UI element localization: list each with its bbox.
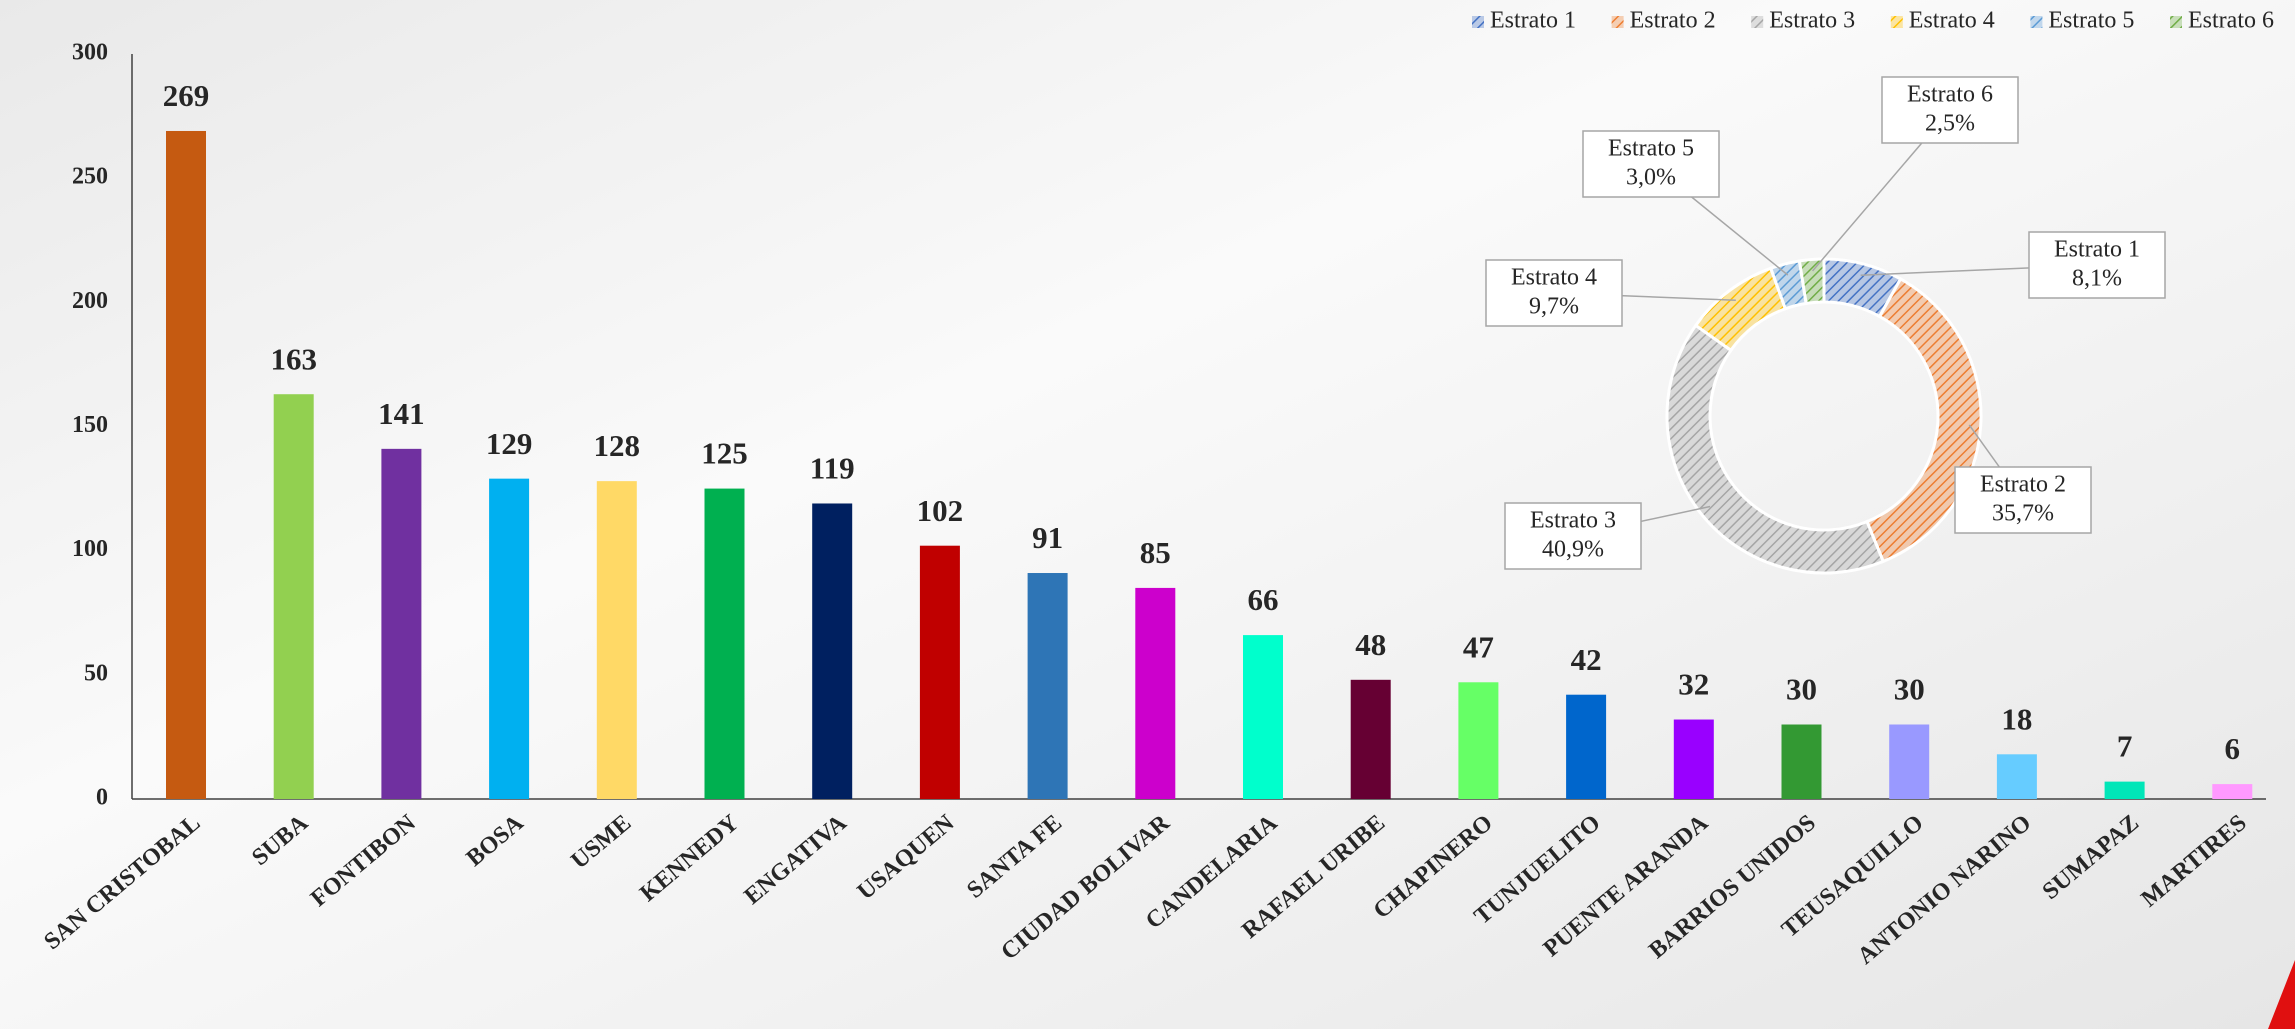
bar <box>1673 719 1714 799</box>
data-label: 119 <box>810 451 855 486</box>
callout-box <box>1881 76 2019 144</box>
callout-name: Estrato 4 <box>1511 265 1597 291</box>
callout-value: 40,9% <box>1542 537 1604 563</box>
bar <box>596 481 637 799</box>
bar <box>1027 573 1068 799</box>
callout-box <box>1485 259 1623 327</box>
legend-label: Estrato 4 <box>1909 8 1995 34</box>
callout-value: 9,7% <box>1529 294 1579 320</box>
callout-box <box>1954 466 2092 534</box>
donut-slice <box>1665 323 1886 575</box>
callout-name: Estrato 2 <box>1980 472 2066 498</box>
data-label: 102 <box>917 493 964 528</box>
bar <box>1135 587 1176 799</box>
y-tick-label: 100 <box>72 536 108 562</box>
legend-label: Estrato 6 <box>2188 8 2274 34</box>
legend-swatch <box>2170 16 2182 28</box>
donut-slice <box>1865 276 1983 564</box>
bar <box>1243 635 1283 799</box>
callout-box <box>1504 502 1642 570</box>
bar <box>812 503 853 799</box>
data-label: 128 <box>594 428 641 463</box>
callout-name: Estrato 3 <box>1530 508 1616 534</box>
data-label: 48 <box>1355 627 1386 662</box>
legend-swatch <box>2030 16 2043 28</box>
y-tick-label: 0 <box>96 785 108 811</box>
data-label: 125 <box>701 436 748 471</box>
data-label: 6 <box>2225 731 2241 766</box>
bar <box>1458 682 1499 799</box>
data-label: 163 <box>270 341 317 376</box>
callout-name: Estrato 1 <box>2054 237 2140 263</box>
legend-swatch <box>1890 16 1903 28</box>
y-tick-label: 50 <box>84 660 108 686</box>
bar <box>1350 679 1391 799</box>
callout-name: Estrato 5 <box>1608 136 1694 162</box>
corner-decoration <box>2268 960 2295 1029</box>
data-label: 42 <box>1571 642 1602 677</box>
callout-name: Estrato 6 <box>1907 82 1993 108</box>
legend-label: Estrato 5 <box>2048 8 2134 34</box>
bar <box>1781 724 1822 799</box>
y-tick-label: 250 <box>72 164 108 190</box>
data-label: 141 <box>378 396 425 431</box>
data-label: 91 <box>1032 520 1063 555</box>
y-tick-label: 150 <box>72 412 108 438</box>
data-label: 18 <box>2001 701 2032 736</box>
bar <box>1996 754 2037 799</box>
legend-swatch <box>1751 16 1764 28</box>
bar <box>1566 694 1607 799</box>
callout-box <box>2028 231 2166 299</box>
data-label: 269 <box>163 78 210 113</box>
legend-swatch <box>1611 16 1624 28</box>
data-label: 129 <box>486 426 533 461</box>
bar <box>1889 724 1930 799</box>
callout-box <box>1582 130 1720 198</box>
data-label: 66 <box>1248 582 1279 617</box>
data-label: 47 <box>1463 629 1494 664</box>
legend-label: Estrato 1 <box>1490 8 1576 34</box>
callout-value: 8,1% <box>2072 266 2122 292</box>
y-tick-label: 300 <box>72 40 108 66</box>
bar <box>166 130 206 799</box>
bar <box>919 545 960 799</box>
callout-value: 35,7% <box>1992 501 2054 527</box>
data-label: 7 <box>2117 729 2133 764</box>
legend-label: Estrato 3 <box>1769 8 1855 34</box>
bar <box>381 448 422 799</box>
bar <box>489 478 530 799</box>
callout-value: 2,5% <box>1925 111 1975 137</box>
data-label: 30 <box>1894 672 1925 707</box>
data-label: 85 <box>1140 535 1171 570</box>
donut-slice <box>1797 257 1826 306</box>
bar <box>2104 781 2145 799</box>
bar <box>704 488 745 799</box>
data-label: 32 <box>1678 667 1709 702</box>
legend-swatch <box>1472 16 1484 28</box>
data-label: 30 <box>1786 672 1817 707</box>
bar <box>273 394 314 799</box>
bar <box>2212 784 2253 799</box>
y-tick-label: 200 <box>72 288 108 314</box>
legend-label: Estrato 2 <box>1630 8 1716 34</box>
callout-value: 3,0% <box>1626 165 1676 191</box>
